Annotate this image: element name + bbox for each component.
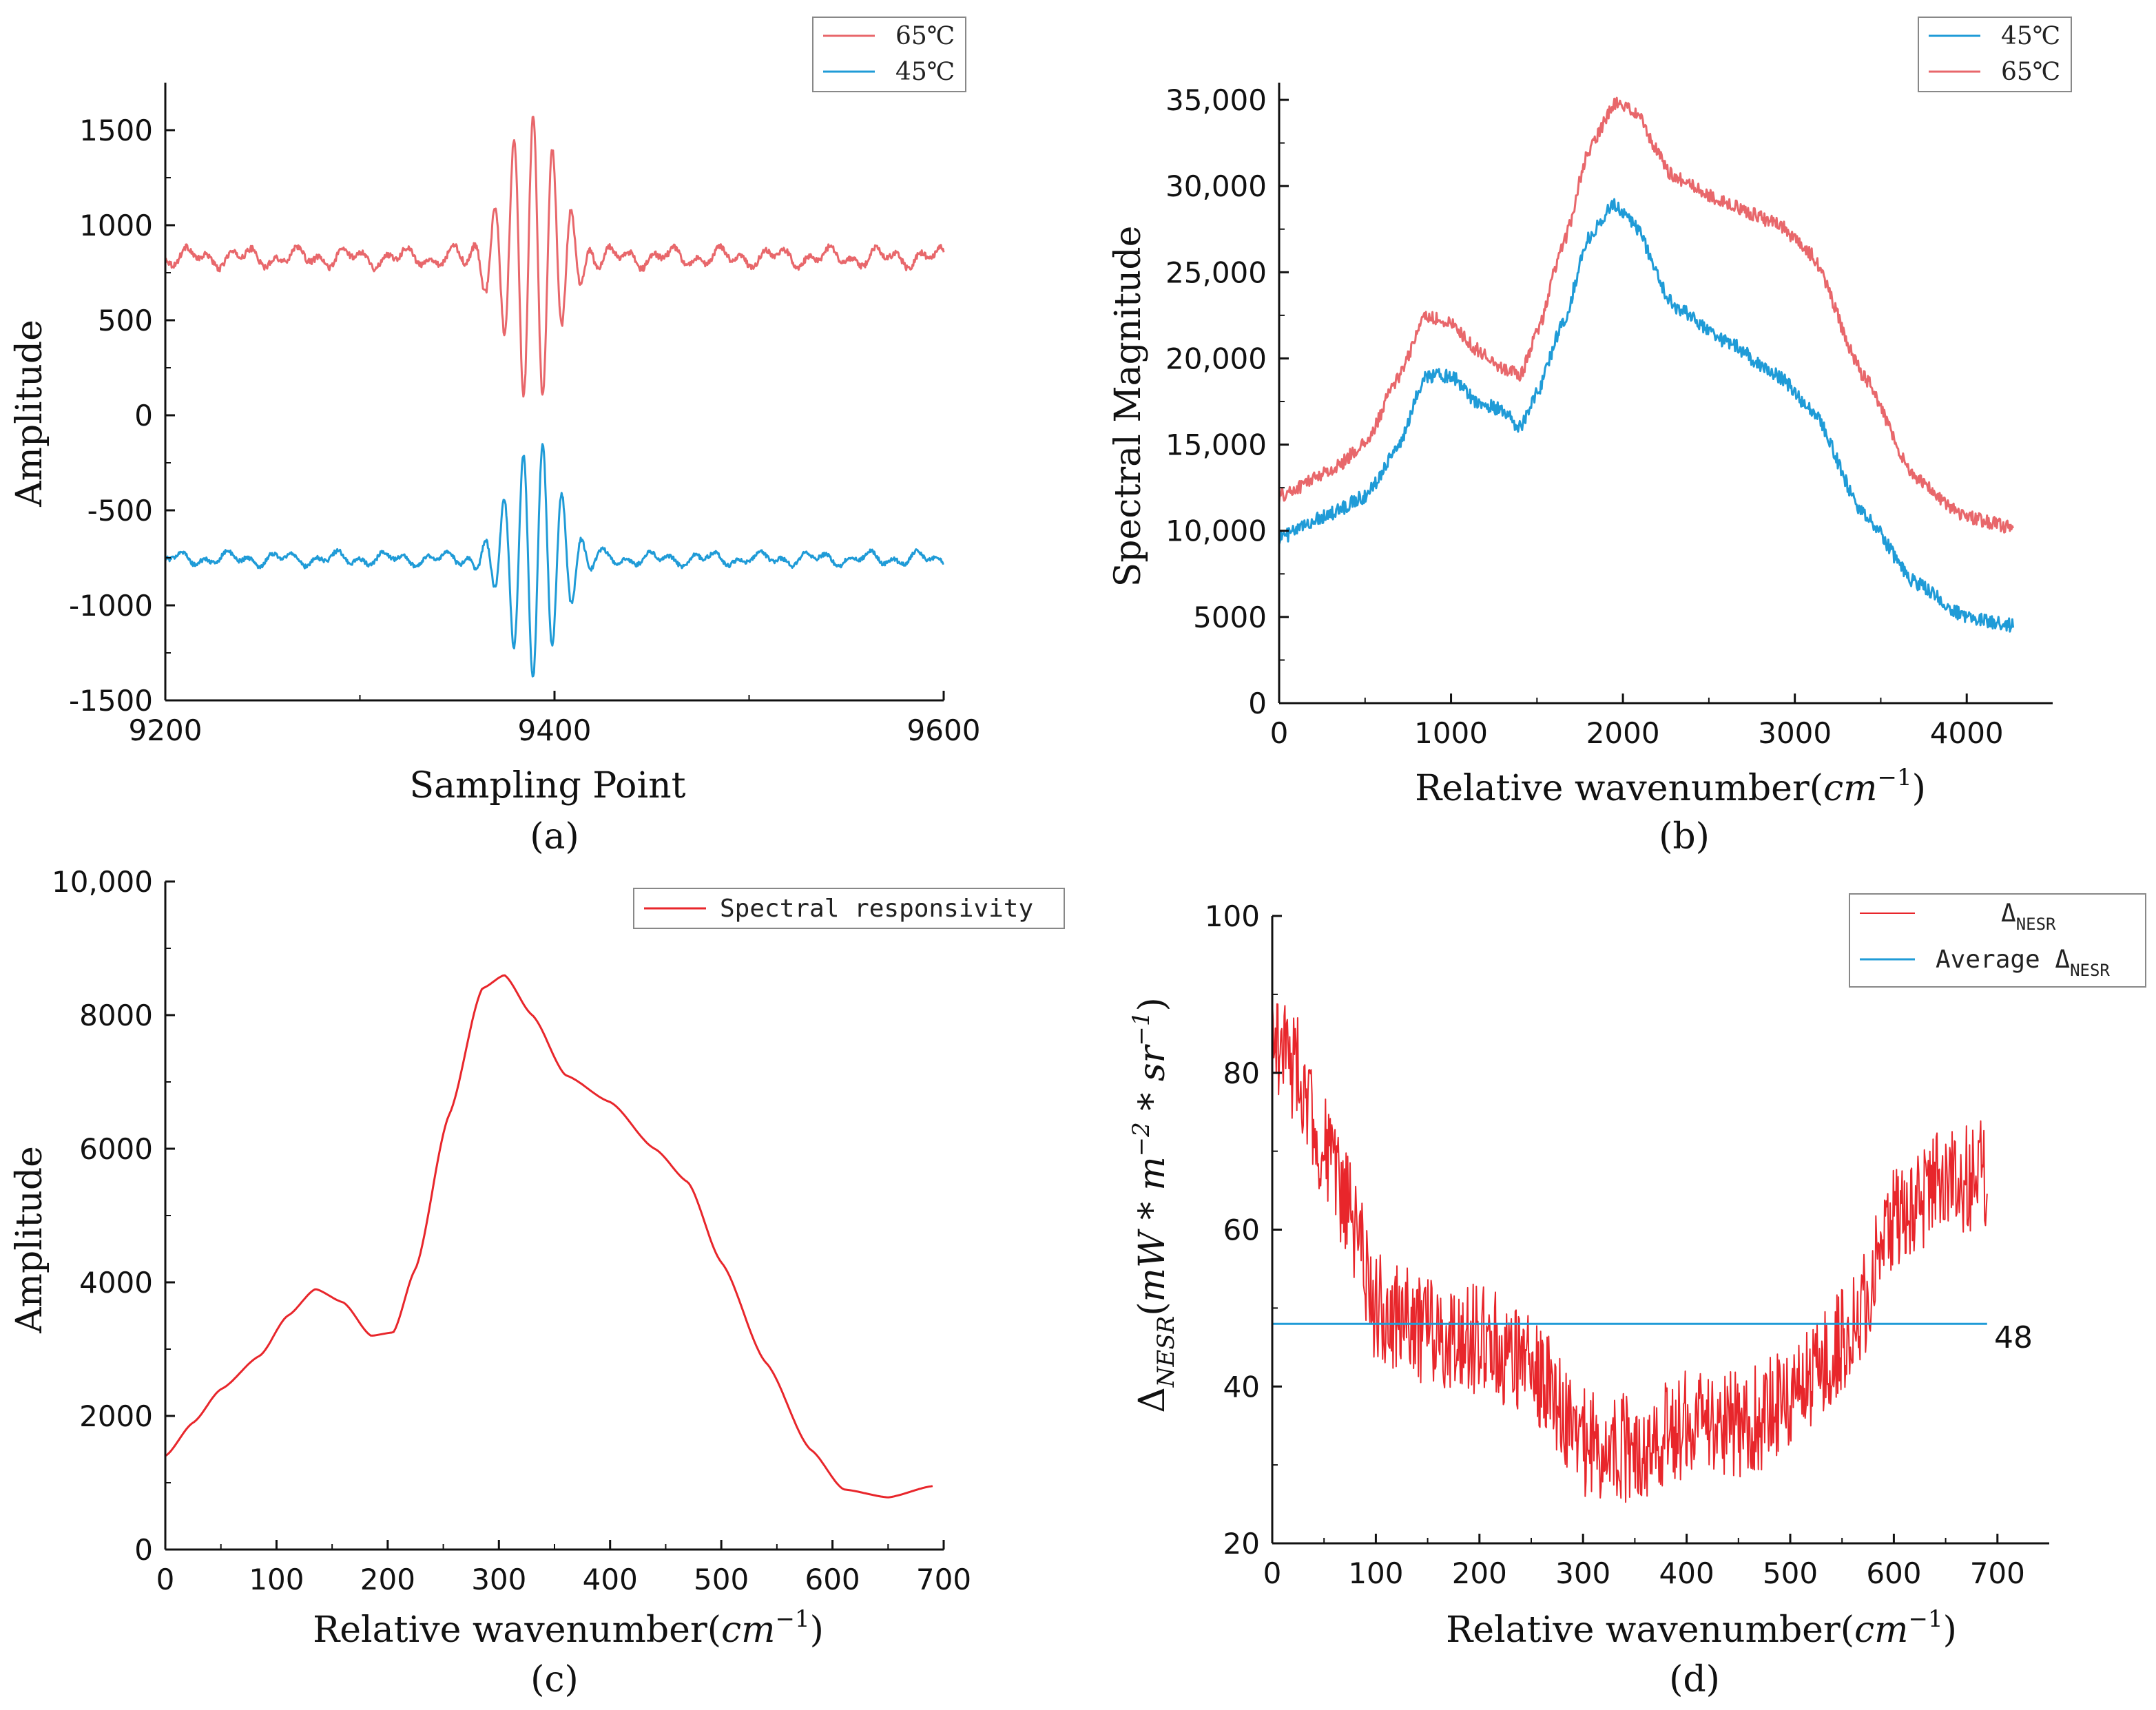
chart-c-xtick-label: 500 [694,1563,749,1596]
chart-a: 9200 9400 9600 -1500-1000-500050010001500 … [9,17,980,857]
chart-b-ytick-label: 10,000 [1165,514,1267,548]
chart-b-ytick-label: 35,000 [1165,83,1267,117]
chart-d-ytick-label: 60 [1223,1213,1260,1247]
legend-a-label-0: 65℃ [895,22,955,50]
chart-c-ytick-label: 10,000 [52,865,153,899]
chart-d-x-ticks: 0 100 200 300 400 500 600 700 [1263,1534,2025,1590]
chart-c-ytick-label: 8000 [79,999,153,1032]
chart-a-x-ticks: 9200 9400 9600 [129,691,981,747]
chart-b: 0 1000 2000 3000 4000 0 5000 10,000 15,000 20,00… [1108,17,2072,857]
chart-c-series-0 [165,974,933,1499]
chart-c-xtick-label: 700 [916,1563,971,1596]
chart-b-xlabel: Relative wavenumber(cm−1) [1415,764,1926,809]
chart-b-ytick-label: 25,000 [1165,256,1267,289]
legend-d-label-1: Average ΔNESR [1936,946,2110,980]
chart-c-xtick-label: 0 [156,1563,175,1596]
legend-c-label-0: Spectral responsivity [720,895,1033,923]
chart-d-series-0 [1272,1001,1988,1503]
chart-b-ytick-label: 20,000 [1165,342,1267,375]
chart-c-panel-label: (c) [530,1659,579,1700]
legend-d-label-0: ΔNESR [2001,899,2056,934]
legend-a-label-1: 45℃ [895,58,955,86]
chart-d-panel-label: (d) [1669,1659,1720,1700]
chart-b-legend: 45℃ 65℃ [1918,17,2072,92]
chart-b-ytick-label: 15,000 [1165,428,1267,462]
chart-d-xtick-label: 700 [1970,1556,2025,1590]
chart-d-marks [1272,1001,1988,1503]
chart-c-xtick-label: 400 [583,1563,638,1596]
chart-d: 0 100 200 300 400 500 600 700 20 40 60 80 100 Relat… [1128,893,2146,1700]
legend-b-label-0: 45℃ [2001,22,2060,50]
chart-c-ytick-label: 4000 [79,1266,153,1300]
legend-b-label-1: 65℃ [2001,58,2060,86]
chart-b-y-ticks: 0 5000 10,000 15,000 20,000 25,000 30,000 35,00… [1165,83,1289,720]
chart-d-xtick-label: 0 [1263,1556,1282,1590]
chart-b-series-0 [1278,198,2015,633]
chart-d-xlabel: Relative wavenumber(cm−1) [1446,1605,1957,1651]
chart-a-xtick-label: 9200 [129,713,203,747]
chart-d-ylabel: ΔNESR(mW * m−2 * sr−1) [1128,997,1180,1413]
chart-b-ytick-label: 30,000 [1165,169,1267,203]
chart-c-legend: Spectral responsivity [633,888,1065,929]
chart-c-ylabel: Amplitude [9,1146,50,1334]
chart-a-xlabel: Sampling Point [410,765,686,806]
chart-d-ytick-label: 80 [1223,1056,1260,1090]
chart-c-ytick-label: 6000 [79,1132,153,1166]
chart-c-marks [165,974,933,1499]
chart-a-xtick-label: 9400 [518,713,592,747]
chart-a-panel-label: (a) [530,816,579,857]
chart-a-ytick-label: 1500 [79,114,153,147]
chart-d-y-ticks: 20 40 60 80 100 [1205,899,1282,1561]
chart-b-series-1 [1278,96,2014,534]
chart-c-xtick-label: 100 [249,1563,304,1596]
chart-b-xtick-label: 3000 [1758,716,1832,750]
chart-c-ytick-label: 0 [134,1533,153,1567]
chart-d-ytick-label: 40 [1223,1370,1260,1404]
chart-a-ytick-label: -1500 [69,684,153,718]
chart-a-xtick-label: 9600 [907,713,981,747]
chart-b-panel-label: (b) [1659,816,1710,857]
chart-b-x-ticks: 0 1000 2000 3000 4000 [1270,694,2004,750]
chart-c-xtick-label: 600 [805,1563,860,1596]
chart-d-xtick-label: 600 [1866,1556,1921,1590]
chart-b-xtick-label: 0 [1270,716,1289,750]
chart-b-ytick-label: 5000 [1193,601,1267,634]
chart-a-series-1 [164,443,944,678]
chart-a-ytick-label: -1000 [69,589,153,623]
chart-d-xtick-label: 500 [1763,1556,1818,1590]
chart-b-marks [1278,96,2015,633]
chart-a-ytick-label: -500 [87,494,153,528]
chart-a-marks [164,116,945,678]
chart-c-xlabel: Relative wavenumber(cm−1) [313,1605,824,1651]
chart-c-y-ticks: 0 2000 4000 6000 8000 10,000 [52,865,175,1567]
chart-c-ytick-label: 2000 [79,1399,153,1433]
chart-d-average-annotation: 48 [1994,1320,2033,1355]
chart-b-ytick-label: 0 [1248,687,1267,720]
chart-a-y-ticks: -1500 -1000 -500 0 500 1000 1500 [69,114,175,718]
chart-c-xtick-label: 200 [360,1563,415,1596]
chart-a-ytick-label: 500 [98,304,153,337]
chart-d-xtick-label: 200 [1452,1556,1507,1590]
chart-c: 0 100 200 300 400 500 600 700 0 2000 4000 6000 8000… [9,865,1065,1700]
chart-a-ylabel: Amplitude [9,320,50,508]
chart-a-series-0 [164,116,945,398]
chart-a-ytick-label: 1000 [79,209,153,242]
chart-b-xtick-label: 4000 [1930,716,2004,750]
chart-a-legend: 65℃ 45℃ [812,17,966,92]
chart-d-xtick-label: 400 [1659,1556,1714,1590]
chart-b-xtick-label: 1000 [1414,716,1488,750]
chart-c-xtick-label: 300 [471,1563,526,1596]
chart-a-ytick-label: 0 [134,399,153,432]
chart-d-ytick-label: 100 [1205,899,1260,933]
chart-b-ylabel: Spectral Magnitude [1108,226,1149,587]
chart-b-xtick-label: 2000 [1586,716,1660,750]
chart-d-legend: ΔNESR Average ΔNESR [1849,893,2146,988]
chart-d-ytick-label: 20 [1223,1527,1260,1561]
chart-c-x-ticks: 0 100 200 300 400 500 600 700 [156,1540,971,1596]
chart-d-xtick-label: 100 [1348,1556,1403,1590]
chart-d-xtick-label: 300 [1555,1556,1610,1590]
